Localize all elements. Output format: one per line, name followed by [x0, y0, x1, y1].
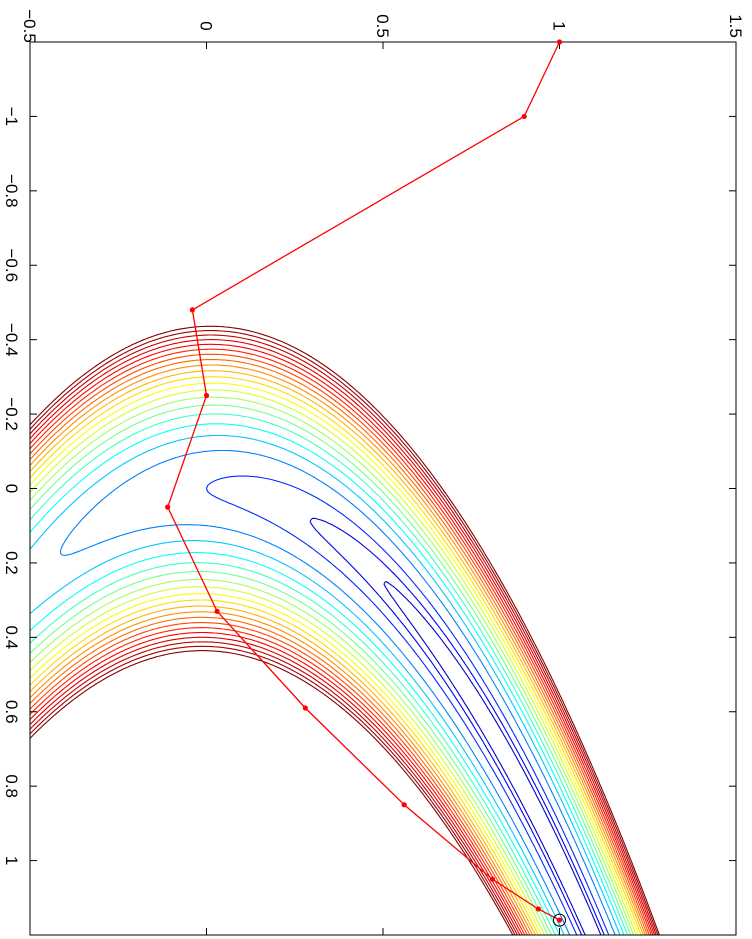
y-tick-label: 0 — [2, 484, 21, 493]
contour-line-3 — [59, 449, 616, 936]
y-tick-label: −0.2 — [2, 397, 21, 431]
y-tick-label: 0.6 — [2, 700, 21, 724]
y-tick-label: −0.8 — [2, 174, 21, 208]
contour-line-11 — [29, 376, 642, 936]
x-tick-label: 1.5 — [726, 14, 745, 38]
x-tick-label: −0.5 — [20, 9, 39, 43]
y-tick-label: −1 — [2, 107, 21, 126]
contour-line-20 — [29, 330, 659, 936]
x-tick-label: 0 — [197, 21, 216, 30]
contour-line-16 — [29, 348, 652, 936]
path-point — [535, 906, 541, 912]
y-tick-label: −0.4 — [2, 323, 21, 357]
contour-line-7 — [29, 404, 632, 936]
y-tick-label: 0.4 — [2, 626, 21, 650]
plot-frame — [29, 41, 737, 936]
contour-line-17 — [29, 343, 654, 936]
contour-line-18 — [29, 339, 656, 936]
path-point — [556, 39, 563, 45]
contour-line-14 — [29, 358, 648, 936]
contour-line-1 — [309, 517, 605, 936]
path-point — [401, 802, 407, 808]
path-point — [189, 307, 195, 313]
contour-line-15 — [29, 353, 650, 936]
contour-line-13 — [29, 364, 646, 936]
contour-line-8 — [29, 396, 635, 936]
y-tick-label: −0.6 — [2, 248, 21, 282]
contour-line-4 — [29, 434, 621, 936]
contour-line-21 — [29, 325, 660, 936]
path-point — [489, 876, 496, 882]
contour-line-19 — [29, 334, 657, 936]
x-axis-ticks: −0.5 0 0.5 1 1.5 — [20, 9, 745, 935]
path-point — [556, 917, 563, 923]
contour-line-6 — [29, 413, 629, 936]
contour-line-5 — [29, 423, 625, 936]
path-point — [302, 705, 308, 711]
contour-line-12 — [29, 370, 644, 936]
path-point — [203, 392, 210, 399]
contour-line-2 — [205, 475, 610, 936]
contour-line-10 — [29, 382, 640, 936]
y-tick-label: 0.8 — [2, 774, 21, 798]
path-point — [214, 608, 220, 614]
y-tick-label: 1 — [2, 856, 21, 865]
plot-axes — [29, 41, 737, 936]
x-tick-label: 0.5 — [373, 14, 392, 38]
optimum-marker — [553, 913, 566, 927]
contour-lines — [29, 325, 660, 936]
path-point — [165, 504, 171, 510]
contour-line-9 — [29, 389, 637, 936]
path-point — [521, 113, 527, 120]
optimization-path — [165, 39, 566, 927]
contour-line-0 — [383, 580, 602, 936]
y-tick-label: 0.2 — [2, 551, 21, 575]
y-axis-ticks: −1 −0.8 −0.6 −0.4 −0.2 0 0.2 0.4 0.6 0.8 1 — [2, 107, 736, 865]
x-tick-label: 1 — [550, 21, 569, 30]
